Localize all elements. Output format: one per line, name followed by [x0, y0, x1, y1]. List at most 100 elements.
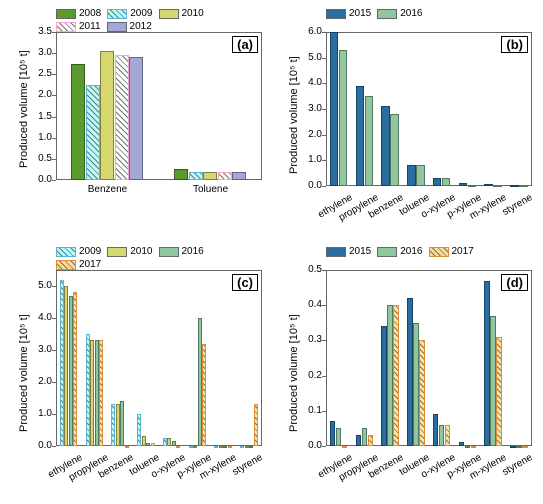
legend-item-2010: 2010 — [107, 246, 152, 257]
legend-swatch-2009 — [107, 9, 127, 19]
ytick-b: 5.0 — [294, 52, 322, 63]
ytick-b: 6.0 — [294, 26, 322, 37]
ytick-mark-b — [322, 32, 326, 33]
legend-label-2017: 2017 — [79, 259, 101, 270]
chart-page: 20082009201020112012Produced volume [10⁵… — [0, 0, 543, 504]
ytick-d: 0.0 — [294, 440, 322, 451]
bar-b — [407, 165, 416, 186]
ytick-mark-b — [322, 109, 326, 110]
ytick-mark-b — [322, 186, 326, 187]
ytick-mark-a — [52, 117, 56, 118]
bar-b — [468, 185, 477, 187]
bar-b — [484, 184, 493, 186]
ytick-d: 0.4 — [294, 299, 322, 310]
bar-c — [167, 438, 171, 446]
legend-item-2015: 2015 — [326, 8, 371, 19]
bar-b — [433, 178, 442, 186]
bar-c — [254, 404, 258, 446]
legend-label-2012: 2012 — [130, 21, 152, 32]
panel-d: 201520162017Produced volume [10⁵ t]0.00.… — [276, 244, 538, 496]
ytick-mark-c — [52, 318, 56, 319]
ytick-mark-a — [52, 159, 56, 160]
ytick-a: 1.0 — [24, 132, 52, 143]
bar-d — [465, 446, 471, 448]
bar-d — [387, 305, 393, 446]
bar-d — [419, 340, 425, 446]
legend-item-2010: 2010 — [159, 8, 204, 19]
bar-d — [330, 421, 336, 446]
bar-b — [381, 106, 390, 186]
bar-a — [232, 172, 246, 180]
bar-d — [433, 414, 439, 446]
ytick-a: 1.5 — [24, 111, 52, 122]
ytick-b: 4.0 — [294, 77, 322, 88]
bar-a — [174, 169, 188, 180]
bar-b — [493, 185, 502, 187]
bar-d — [510, 446, 516, 448]
ytick-mark-c — [52, 446, 56, 447]
bar-d — [407, 298, 413, 446]
bar-c — [64, 286, 68, 446]
bar-c — [249, 446, 253, 448]
ytick-c: 4.0 — [24, 312, 52, 323]
ytick-mark-b — [322, 83, 326, 84]
legend-item-2008: 2008 — [56, 8, 101, 19]
bar-b — [339, 50, 348, 186]
ytick-d: 0.3 — [294, 334, 322, 345]
bar-c — [163, 438, 167, 446]
ytick-mark-b — [322, 135, 326, 136]
ytick-mark-a — [52, 32, 56, 33]
bar-a — [86, 85, 100, 180]
legend-item-2015: 2015 — [326, 246, 371, 257]
ytick-mark-c — [52, 286, 56, 287]
bar-c — [146, 443, 150, 446]
bar-d — [445, 425, 451, 446]
legend-label-2009: 2009 — [130, 8, 152, 19]
legend-swatch-2015 — [326, 9, 346, 19]
bar-c — [116, 404, 120, 446]
ytick-mark-b — [322, 160, 326, 161]
legend-b: 2015 2016 — [326, 8, 502, 19]
bar-d — [496, 337, 502, 446]
bar-d — [516, 446, 522, 448]
legend-d: 2015 2016 2017 — [326, 246, 502, 257]
ytick-a: 2.5 — [24, 68, 52, 79]
ytick-mark-d — [322, 305, 326, 306]
bar-c — [69, 296, 73, 446]
ytick-mark-a — [52, 53, 56, 54]
bar-c — [245, 446, 249, 448]
bar-d — [439, 425, 445, 446]
bar-c — [240, 446, 244, 448]
xcat-a: Benzene — [56, 184, 159, 195]
legend-swatch-2015 — [326, 247, 346, 257]
bar-c — [214, 446, 218, 448]
xcat-a: Toluene — [159, 184, 262, 195]
bar-d — [484, 281, 490, 446]
bar-c — [176, 446, 180, 448]
bar-c — [151, 443, 155, 446]
bar-b — [510, 185, 519, 187]
bar-c — [60, 280, 64, 446]
bar-c — [99, 340, 103, 446]
legend-swatch-2008 — [56, 9, 76, 19]
legend-a: 20082009201020112012 — [56, 8, 232, 32]
bar-d — [490, 316, 496, 446]
ytick-a: 0.5 — [24, 153, 52, 164]
legend-item-2009: 2009 — [107, 8, 152, 19]
legend-label-2017: 2017 — [452, 246, 474, 257]
ytick-mark-c — [52, 350, 56, 351]
legend-item-2012: 2012 — [107, 21, 152, 32]
legend-label-2016: 2016 — [182, 246, 204, 257]
bar-c — [223, 446, 227, 448]
bar-d — [522, 446, 528, 448]
legend-item-2016: 2016 — [377, 8, 422, 19]
bar-d — [342, 446, 348, 448]
panel-letter-b: (b) — [501, 36, 528, 53]
bar-a — [129, 57, 143, 180]
ytick-mark-d — [322, 411, 326, 412]
ytick-b: 3.0 — [294, 103, 322, 114]
bar-b — [519, 185, 528, 187]
bar-d — [459, 442, 465, 446]
bar-b — [330, 32, 339, 186]
legend-label-2016: 2016 — [400, 246, 422, 257]
